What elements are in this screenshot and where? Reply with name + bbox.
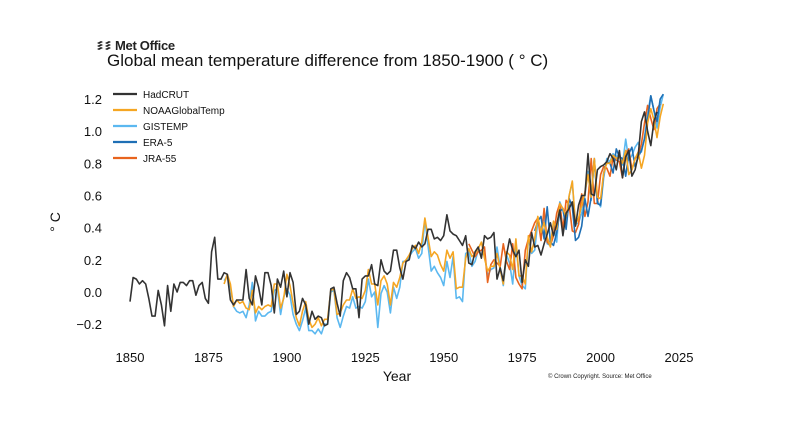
y-tick-label-5: 0.8 — [84, 156, 102, 171]
legend-label-jra-55: JRA-55 — [143, 154, 177, 165]
met-office-logo: Met Office — [97, 38, 175, 53]
series-line-hadcrut — [129, 111, 658, 327]
legend-label-era-5: ERA-5 — [143, 138, 173, 149]
x-tick-label-2025: 2025 — [665, 350, 694, 365]
y-tick-label-2: 0.2 — [84, 253, 102, 268]
y-tick-label-4: 0.6 — [84, 189, 102, 204]
x-tick-label-1875: 1875 — [194, 350, 223, 365]
series-line-era-5 — [533, 93, 664, 247]
series-line-gistemp — [223, 94, 665, 335]
x-tick-label-1925: 1925 — [351, 350, 380, 365]
x-tick-label-1950: 1950 — [429, 350, 458, 365]
met-office-logo-text: Met Office — [115, 38, 175, 53]
copyright-notice: © Crown Copyright. Source: Met Office — [548, 374, 652, 380]
y-tick-label-7: 1.2 — [84, 92, 102, 107]
y-tick-label-6: 1.0 — [84, 124, 102, 139]
y-tick-label-1: 0.0 — [84, 285, 102, 300]
y-tick-label-3: 0.4 — [84, 221, 102, 236]
x-tick-label-1900: 1900 — [272, 350, 301, 365]
legend-label-gistemp: GISTEMP — [143, 122, 188, 133]
legend-label-noaaglobaltemp: NOAAGlobalTemp — [143, 106, 225, 117]
y-axis-label: ° C — [47, 212, 63, 232]
x-tick-label-1850: 1850 — [116, 350, 145, 365]
legend-label-hadcrut: HadCRUT — [143, 90, 189, 101]
met-office-logo-icon — [97, 40, 111, 50]
series-line-jra-55 — [468, 103, 661, 290]
x-tick-label-1975: 1975 — [508, 350, 537, 365]
y-tick-label-0: −0.2 — [76, 317, 102, 332]
chart-title: Global mean temperature difference from … — [107, 51, 549, 70]
x-axis-label: Year — [383, 368, 412, 384]
x-tick-label-2000: 2000 — [586, 350, 615, 365]
